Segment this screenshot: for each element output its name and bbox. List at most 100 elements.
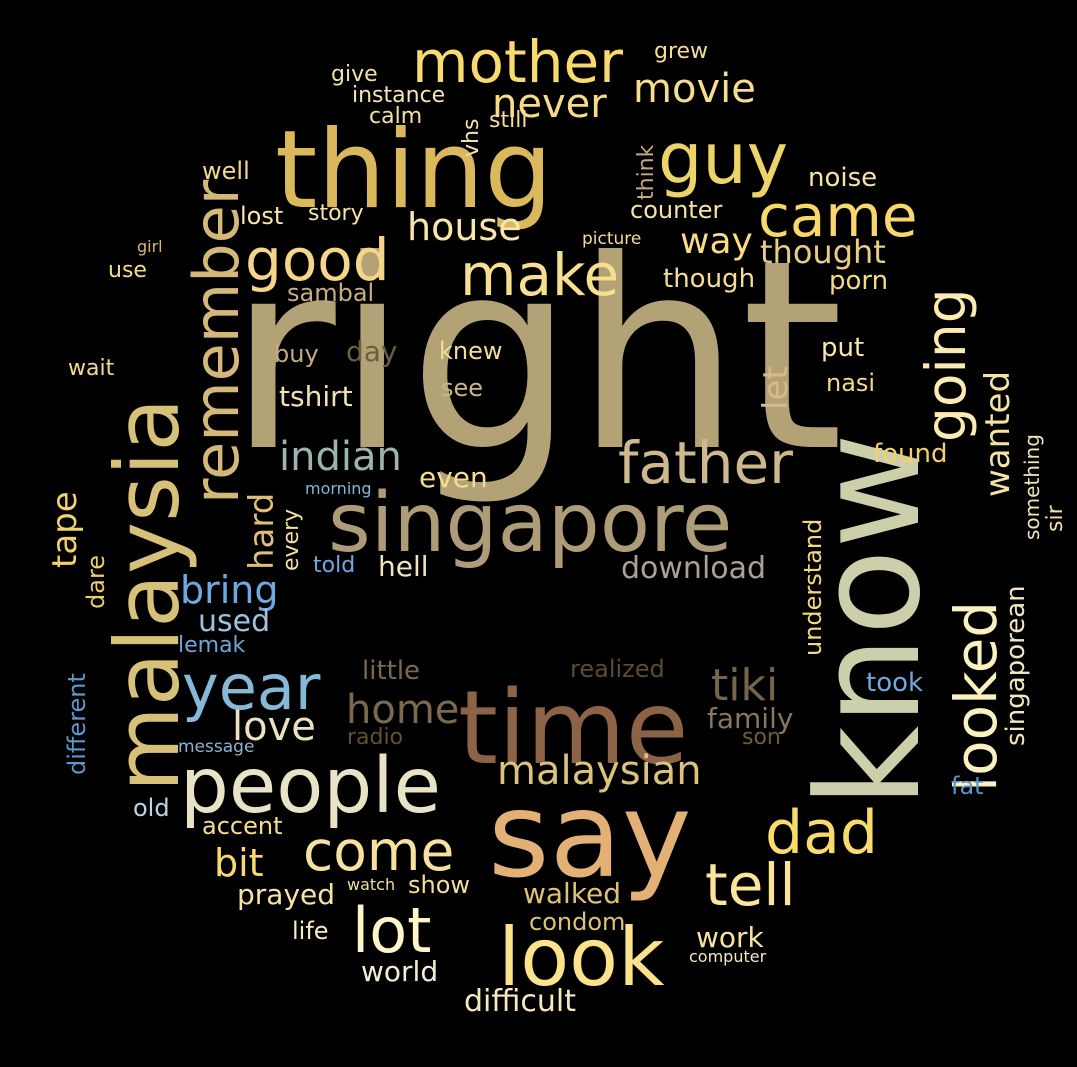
word-look: look <box>498 911 665 1004</box>
word-way: way <box>680 221 753 262</box>
word-sir: sir <box>1043 504 1068 532</box>
word-bring: bring <box>180 568 279 612</box>
word-think: think <box>634 144 659 200</box>
word-know: know <box>787 433 952 808</box>
word-prayed: prayed <box>237 878 335 911</box>
word-tshirt: tshirt <box>279 380 353 413</box>
word-house: house <box>407 205 522 249</box>
word-singapore: singapore <box>328 476 732 571</box>
word-story: story <box>308 201 364 226</box>
word-grew: grew <box>654 39 708 64</box>
word-indian: indian <box>279 434 402 480</box>
word-instance: instance <box>352 83 445 108</box>
word-going: going <box>914 288 978 442</box>
word-took: took <box>866 668 923 698</box>
word-lost: lost <box>240 202 283 230</box>
word-never: never <box>492 81 607 127</box>
word-tape: tape <box>45 491 85 568</box>
word-sambal: sambal <box>287 279 374 307</box>
word-time: time <box>458 669 688 788</box>
word-dare: dare <box>82 555 110 609</box>
word-thought: thought <box>760 233 886 271</box>
word-told: told <box>313 553 355 578</box>
word-well: well <box>202 157 250 185</box>
word-girl: girl <box>137 237 163 256</box>
word-wait: wait <box>68 356 115 381</box>
word-malaysian: malaysian <box>497 748 702 794</box>
word-accent: accent <box>202 812 282 840</box>
word-walked: walked <box>523 877 621 910</box>
word-guy: guy <box>658 118 788 200</box>
word-message: message <box>178 737 254 757</box>
word-dad: dad <box>765 798 878 868</box>
word-little: little <box>362 656 420 686</box>
word-came: came <box>758 182 918 250</box>
word-calm: calm <box>369 104 422 129</box>
word-condom: condom <box>529 908 625 936</box>
word-nasi: nasi <box>826 369 875 397</box>
word-son: son <box>742 725 781 750</box>
word-love: love <box>232 704 316 750</box>
word-wanted: wanted <box>978 371 1018 497</box>
word-understand: understand <box>799 519 827 656</box>
word-difficult: difficult <box>464 984 576 1019</box>
word-home: home <box>346 687 459 733</box>
word-morning: morning <box>305 479 372 498</box>
word-world: world <box>361 955 438 988</box>
word-old: old <box>133 794 170 822</box>
word-realized: realized <box>570 655 665 683</box>
word-download: download <box>621 551 766 586</box>
word-right: right <box>228 204 844 509</box>
word-watch: watch <box>347 875 395 894</box>
word-work: work <box>696 921 765 954</box>
word-vhs: vhs <box>459 119 484 157</box>
word-life: life <box>292 917 329 945</box>
word-every: every <box>279 509 304 571</box>
word-found: found <box>873 439 948 469</box>
word-lemak: lemak <box>178 633 246 658</box>
word-let: let <box>756 366 796 410</box>
word-day: day <box>346 335 398 368</box>
word-picture: picture <box>582 229 641 249</box>
word-mother: mother <box>412 28 623 96</box>
word-put: put <box>821 333 864 363</box>
word-tiki: tiki <box>711 660 778 711</box>
word-make: make <box>460 241 619 309</box>
word-looked: looked <box>942 601 1010 792</box>
word-still: still <box>489 108 527 133</box>
word-bit: bit <box>214 841 264 885</box>
word-radio: radio <box>347 725 403 750</box>
word-good: good <box>245 226 390 294</box>
word-even: even <box>419 461 488 494</box>
word-year: year <box>182 651 321 724</box>
word-porn: porn <box>829 266 888 296</box>
word-counter: counter <box>630 196 722 224</box>
word-malaysia: malaysia <box>96 398 199 792</box>
word-though: though <box>663 264 755 294</box>
word-knew: knew <box>439 337 503 365</box>
word-noise: noise <box>808 163 877 193</box>
word-use: use <box>108 258 147 283</box>
word-hard: hard <box>242 493 282 570</box>
word-come: come <box>303 819 454 883</box>
word-family: family <box>707 702 793 735</box>
word-tell: tell <box>705 851 796 919</box>
word-remember: remember <box>180 179 253 504</box>
word-give: give <box>331 62 378 87</box>
word-movie: movie <box>633 66 756 112</box>
word-something: something <box>1020 434 1044 540</box>
word-show: show <box>408 871 470 899</box>
word-different: different <box>63 673 91 775</box>
word-fat: fat <box>951 772 984 800</box>
word-people: people <box>180 742 441 831</box>
word-hell: hell <box>378 550 429 583</box>
word-father: father <box>618 429 793 497</box>
word-singaporean: singaporean <box>1001 585 1031 746</box>
word-thing: thing <box>275 108 553 233</box>
word-buy: buy <box>274 340 319 368</box>
word-say: say <box>488 766 692 904</box>
word-lot: lot <box>352 894 431 967</box>
word-see: see <box>441 374 483 402</box>
